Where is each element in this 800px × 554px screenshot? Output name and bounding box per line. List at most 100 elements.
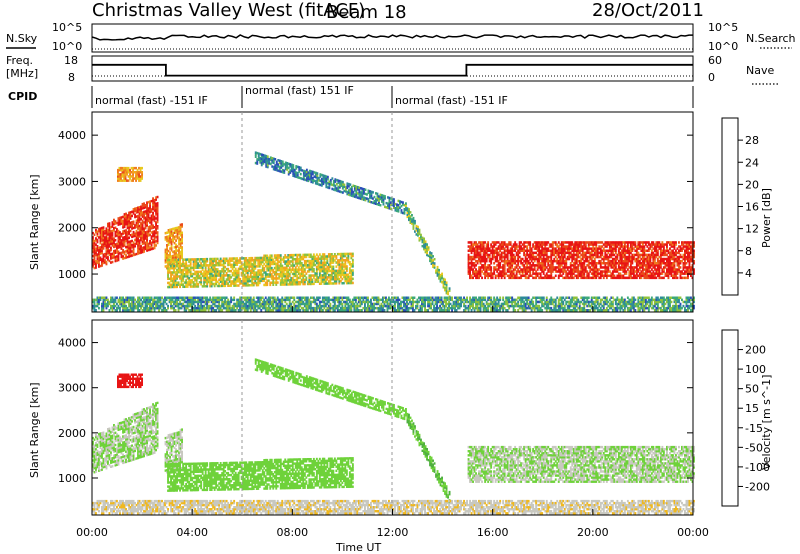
power-cell [641,259,644,263]
power-cell [619,276,622,280]
power-cell [432,259,434,262]
power-cell [119,218,121,222]
power-cell [311,259,314,263]
power-cell [305,259,308,263]
power-cell [690,247,692,250]
cpid-segment-2: normal (fast) 151 IF [245,84,354,97]
power-cell [110,248,112,252]
power-cell [503,274,506,277]
power-cell [650,243,653,246]
power-cell [275,270,278,274]
power-cell [502,264,505,267]
power-cell [662,247,665,250]
power-cell [263,279,266,282]
power-cell [611,253,614,257]
power-cell [506,249,509,252]
power-cell [553,249,556,252]
power-cell [152,241,154,244]
power-cell [347,281,350,285]
power-cell [259,152,262,156]
power-cell [234,269,237,273]
power-cell [607,249,610,252]
power-cell [417,234,419,237]
power-cell [175,256,177,259]
power-cell [122,230,124,233]
power-cell [339,271,342,275]
power-cell [320,278,323,281]
power-cell [475,241,477,244]
power-cell [634,253,637,257]
power-cell [102,255,105,258]
power-cell [209,282,212,286]
power-cell [347,185,350,188]
power-cell [485,274,488,277]
power-cell [672,266,674,269]
power-cell [444,286,446,290]
power-cell [397,203,400,207]
power-cell [467,272,470,275]
power-cell [490,274,493,277]
power-cell [176,234,179,238]
power-cell [321,255,324,258]
power-cell [344,279,347,283]
power-cell [445,287,448,291]
power-cell [251,279,254,283]
power-cell [667,249,670,252]
power-cell [176,236,179,240]
power-cell [252,261,255,264]
power-cell [172,250,174,254]
power-cell [426,247,428,250]
power-cell [473,251,476,255]
power-cell [272,262,275,266]
power-cell [316,178,319,181]
power-cell [326,177,329,181]
power-cell [127,171,130,174]
power-cell [646,274,649,277]
power-cell [409,215,412,218]
power-cell [470,247,473,250]
power-cell [635,247,638,250]
power-cell [572,247,575,250]
power-cell [589,262,592,265]
power-cell [182,258,185,261]
power-cell [511,272,514,275]
power-cell [658,268,661,271]
power-cell [509,255,512,259]
power-cell [260,163,263,167]
power-cell [505,249,508,252]
power-cell [637,243,640,246]
power-cell [559,274,562,277]
power-cell [518,255,521,259]
power-cell [174,285,177,289]
power-cell [551,270,554,273]
power-cell [518,251,521,255]
power-cell [254,271,257,274]
power-cell [108,228,111,231]
power-cell [320,257,323,260]
power-cell [631,243,634,246]
power-cell [538,257,541,261]
power-cell [481,257,483,261]
power-cell [200,280,203,284]
power-cell [532,245,535,248]
power-cell [304,172,307,175]
power-cell [641,272,644,275]
power-cell [170,238,173,242]
power-cell [542,253,545,257]
power-cell [593,249,596,252]
power-cell [111,244,114,247]
power-cell [171,260,174,264]
power-cell [167,271,169,274]
power-cell [350,194,353,197]
power-cell [156,239,159,243]
power-cell [529,272,532,275]
power-cell [177,268,180,272]
power-cell [132,171,134,174]
power-cell [658,264,661,267]
power-cell [149,202,151,205]
power-cell [350,192,353,195]
power-cell [581,251,584,255]
power-cell [424,248,427,252]
power-cell [539,243,542,246]
power-cell [233,261,236,264]
